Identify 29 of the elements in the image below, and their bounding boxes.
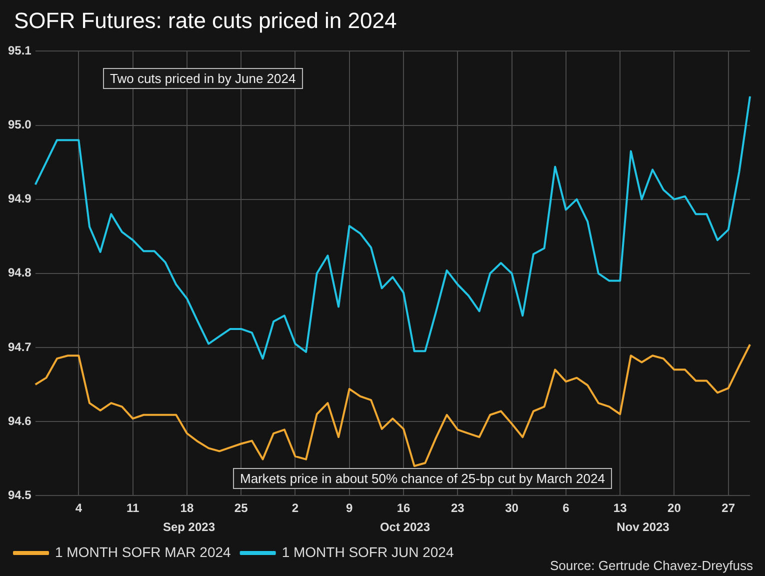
x-tick-label: 27 [722, 501, 736, 516]
legend-label: 1 MONTH SOFR JUN 2024 [282, 544, 454, 560]
text: Oct 2023 [378, 520, 432, 534]
x-tick-label: 6 [562, 501, 570, 516]
source-note: Source: Gertrude Chavez-Dreyfuss [550, 558, 753, 573]
y-tick-label: 94.9 [8, 192, 32, 206]
text: Sep 2023 [162, 520, 216, 534]
y-tick-label: 94.6 [8, 414, 32, 428]
legend-label: 1 MONTH SOFR MAR 2024 [55, 544, 232, 560]
x-tick-label: 18 [180, 501, 194, 516]
y-tick-label: 94.8 [8, 266, 32, 280]
y-tick-label: 95.0 [8, 118, 32, 132]
x-tick-label: 16 [396, 501, 410, 516]
text: Nov 2023 [616, 520, 670, 534]
annotation: Two cuts priced in by June 2024 [103, 68, 303, 89]
y-tick-label: 94.5 [8, 488, 32, 502]
x-tick-label: 4 [75, 501, 82, 516]
y-tick-label: 95.1 [8, 44, 32, 58]
x-tick-label: 9 [346, 501, 354, 516]
x-tick-label: 13 [613, 501, 628, 516]
chart-title: SOFR Futures: rate cuts priced in 2024 [14, 8, 397, 34]
x-tick-label: 30 [505, 501, 519, 516]
y-tick-label: 94.7 [8, 340, 32, 354]
x-tick-label: 25 [234, 501, 248, 516]
x-tick-label: 20 [668, 501, 682, 516]
annotation: Markets price in about 50% chance of 25-bp cut by March 2024 [233, 468, 612, 489]
x-tick-label: 23 [450, 501, 465, 516]
x-tick-label: 11 [126, 501, 140, 516]
x-tick-label: 2 [292, 501, 299, 516]
